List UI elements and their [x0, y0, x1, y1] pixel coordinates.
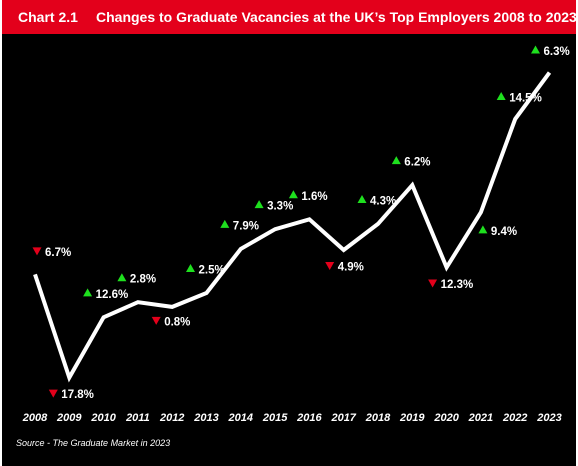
source-note: Source - The Graduate Market in 2023	[16, 438, 170, 448]
series-line	[33, 71, 552, 383]
data-label: 14.5%	[509, 92, 542, 104]
x-tick-label: 2016	[296, 412, 322, 424]
increase-arrow-icon	[496, 91, 506, 100]
x-tick-label: 2019	[399, 412, 425, 424]
decrease-arrow-icon	[48, 389, 58, 398]
x-tick-label: 2009	[56, 412, 82, 424]
increase-arrow-icon	[117, 273, 127, 282]
increase-arrow-icon	[83, 288, 93, 297]
increase-arrow-icon	[288, 190, 298, 199]
x-tick-label: 2008	[22, 412, 48, 424]
data-label: 9.4%	[491, 226, 517, 238]
chart-title: Changes to Graduate Vacancies at the UK’…	[96, 9, 577, 25]
x-tick-label: 2022	[502, 412, 527, 424]
data-label: 7.9%	[233, 220, 259, 232]
data-label: 6.7%	[45, 247, 71, 259]
data-label: 4.3%	[370, 195, 396, 207]
decrease-arrow-icon	[32, 247, 42, 256]
x-tick-label: 2023	[536, 412, 561, 424]
decrease-arrow-icon	[325, 262, 335, 271]
increase-arrow-icon	[478, 225, 488, 234]
x-tick-label: 2011	[125, 412, 150, 424]
data-label: 12.6%	[96, 289, 129, 301]
chart-header: Chart 2.1 Changes to Graduate Vacancies …	[2, 0, 577, 34]
source-prefix: Source	[16, 438, 45, 448]
data-label: 2.8%	[130, 274, 156, 286]
x-tick-label: 2010	[90, 412, 116, 424]
data-label: 12.3%	[441, 279, 474, 291]
data-label: 1.6%	[301, 191, 327, 203]
decrease-arrow-icon	[151, 316, 161, 325]
increase-arrow-icon	[254, 200, 264, 209]
increase-arrow-icon	[220, 219, 230, 228]
x-tick-label: 2018	[365, 412, 391, 424]
increase-arrow-icon	[531, 45, 540, 54]
data-label: 6.3%	[544, 46, 570, 58]
increase-arrow-icon	[186, 263, 195, 272]
data-label: 6.2%	[404, 157, 430, 169]
data-label: 0.8%	[164, 316, 190, 328]
data-label: 2.5%	[199, 264, 225, 276]
data-label: 4.9%	[338, 262, 364, 274]
x-tick-label: 2020	[433, 412, 459, 424]
x-tick-label: 2012	[159, 412, 184, 424]
source-text: - The Graduate Market in 2023	[44, 438, 171, 448]
x-tick-label: 2021	[468, 412, 493, 424]
x-tick-label: 2014	[228, 412, 253, 424]
data-label: 17.8%	[61, 389, 94, 401]
increase-arrow-icon	[391, 156, 401, 165]
decrease-arrow-icon	[428, 279, 438, 288]
x-tick-label: 2013	[193, 412, 218, 424]
chart-number-label: Chart 2.1	[18, 9, 78, 25]
data-label: 3.3%	[267, 201, 293, 213]
x-tick-label: 2017	[330, 412, 356, 424]
x-tick-label: 2015	[262, 412, 288, 424]
increase-arrow-icon	[357, 194, 367, 203]
